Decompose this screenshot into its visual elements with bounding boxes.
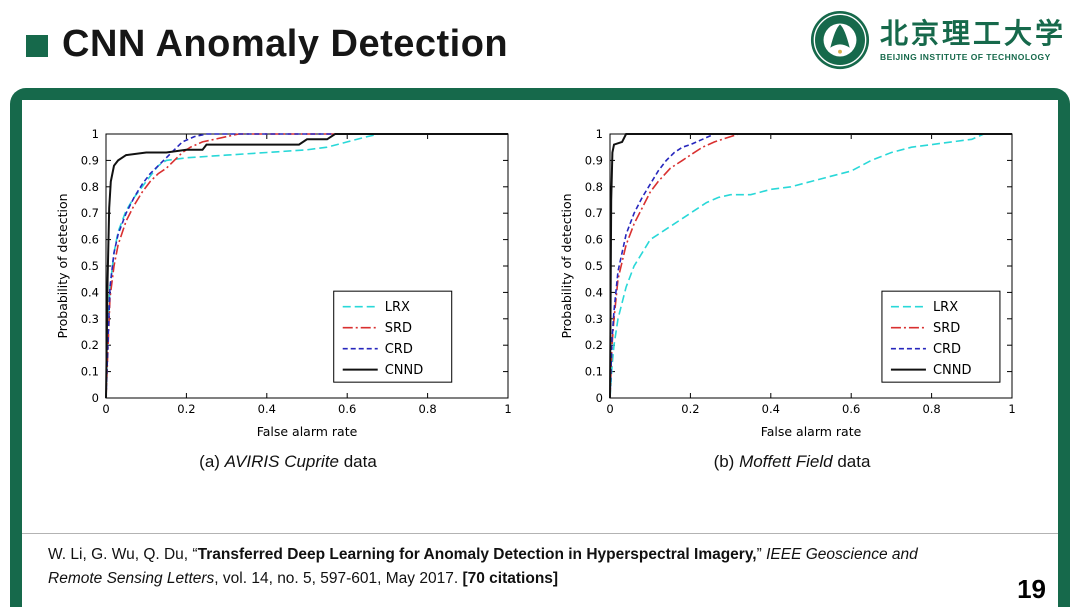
svg-text:0: 0 [606, 402, 613, 416]
series-srd [609, 133, 1012, 399]
citation: W. Li, G. Wu, Q. Du, “Transferred Deep L… [22, 532, 1058, 607]
slide-header: CNN Anomaly Detection 北京理工大学 BEIJING INS… [0, 0, 1080, 88]
svg-text:0.4: 0.4 [585, 285, 603, 299]
citation-authors: W. Li, G. Wu, Q. Du, [48, 545, 193, 563]
bit-logo-text: 北京理工大学 BEIJING INSTITUTE OF TECHNOLOGY [879, 16, 1066, 63]
chart-caption-a: (a) AVIRIS Cuprite data [199, 452, 377, 472]
bit-emblem-icon [810, 10, 870, 70]
svg-text:0.3: 0.3 [81, 312, 99, 326]
caption-b-suffix: data [832, 452, 871, 471]
citation-paper-title: Transferred Deep Learning for Anomaly De… [197, 545, 757, 563]
svg-text:0.7: 0.7 [585, 206, 603, 220]
chart-figure-a: 0 0.2 0.4 0.6 0.8 1 0 0.1 0.2 0.3 0.4 0.5 0.6 0.7 0.8 0… [54, 122, 522, 472]
y-axis-label: Probability of detection [559, 193, 574, 338]
chart-figure-b: 0 0.2 0.4 0.6 0.8 1 0 0.1 0.2 0.3 0.4 0.5 0.6 0.7 0.8 0… [558, 122, 1026, 472]
roc-chart-b: 0 0.2 0.4 0.6 0.8 1 0 0.1 0.2 0.3 0.4 0.5 0.6 0.7 0.8 0… [558, 122, 1026, 444]
y-axis-label: Probability of detection [55, 193, 70, 338]
svg-text:CNND: CNND [933, 363, 972, 378]
caption-b-prefix: (b) [713, 452, 740, 471]
caption-a-suffix: data [339, 452, 377, 471]
svg-text:SRD: SRD [385, 321, 412, 336]
svg-text:0.2: 0.2 [585, 338, 603, 352]
svg-text:1: 1 [92, 127, 99, 141]
roc-chart-a: 0 0.2 0.4 0.6 0.8 1 0 0.1 0.2 0.3 0.4 0.5 0.6 0.7 0.8 0… [54, 122, 522, 444]
svg-text:0.7: 0.7 [81, 206, 99, 220]
series-cnnd [609, 133, 1012, 399]
bit-logo-block: 北京理工大学 BEIJING INSTITUTE OF TECHNOLOGY [809, 9, 1066, 71]
caption-a-dataset: AVIRIS Cuprite [224, 452, 339, 471]
content-area: 0 0.2 0.4 0.6 0.8 1 0 0.1 0.2 0.3 0.4 0.5 0.6 0.7 0.8 0… [22, 100, 1058, 607]
svg-text:0.8: 0.8 [922, 402, 940, 416]
series-crd [105, 133, 508, 399]
title-bullet-icon [26, 35, 48, 57]
svg-text:0.2: 0.2 [681, 402, 699, 416]
svg-text:0.2: 0.2 [177, 402, 195, 416]
svg-text:0: 0 [596, 391, 603, 405]
page-title: CNN Anomaly Detection [62, 22, 509, 65]
caption-b-dataset: Moffett Field [739, 452, 833, 471]
svg-text:0.9: 0.9 [585, 153, 603, 167]
x-axis-label: False alarm rate [761, 424, 862, 439]
svg-text:0.2: 0.2 [81, 338, 99, 352]
svg-text:CNND: CNND [385, 363, 424, 378]
svg-text:0.1: 0.1 [585, 365, 603, 379]
svg-text:LRX: LRX [385, 300, 410, 315]
series-lrx [105, 133, 508, 399]
citation-count: [70 citations] [462, 569, 559, 587]
chart-caption-b: (b) Moffett Field data [714, 452, 871, 472]
logo-english-name: BEIJING INSTITUTE OF TECHNOLOGY [879, 52, 1051, 63]
svg-text:0.5: 0.5 [81, 259, 99, 273]
svg-text:0.5: 0.5 [585, 259, 603, 273]
svg-text:SRD: SRD [933, 321, 960, 336]
content-frame: 0 0.2 0.4 0.6 0.8 1 0 0.1 0.2 0.3 0.4 0.5 0.6 0.7 0.8 0… [10, 88, 1070, 607]
caption-a-prefix: (a) [199, 452, 225, 471]
series-lrx [609, 133, 1012, 399]
svg-text:0.6: 0.6 [338, 402, 356, 416]
svg-text:LRX: LRX [933, 300, 958, 315]
svg-text:0.3: 0.3 [585, 312, 603, 326]
svg-text:0.8: 0.8 [585, 180, 603, 194]
svg-text:0: 0 [92, 391, 99, 405]
svg-text:CRD: CRD [933, 342, 961, 357]
page-number: 19 [1011, 574, 1046, 605]
legend-b: LRX SRD CRD CNND [881, 290, 1001, 383]
svg-text:1: 1 [596, 127, 603, 141]
legend-a: LRX SRD CRD CNND [333, 290, 453, 383]
svg-text:0.4: 0.4 [81, 285, 99, 299]
svg-text:0.6: 0.6 [81, 233, 99, 247]
x-axis-label: False alarm rate [257, 424, 358, 439]
citation-journal: IEEE Geoscience and Remote Sensing Lette… [48, 545, 918, 587]
series-cnnd [105, 133, 508, 399]
roc-plot-b: 0 0.2 0.4 0.6 0.8 1 0 0.1 0.2 0.3 0.4 0.5 0.6 0.7 0.8 0… [559, 127, 1016, 439]
svg-text:0.6: 0.6 [585, 233, 603, 247]
series-srd [105, 133, 508, 399]
series-crd [609, 133, 1012, 399]
citation-open-quote: “ [192, 545, 198, 563]
svg-text:0.9: 0.9 [81, 153, 99, 167]
logo-chinese-name: 北京理工大学 [879, 16, 1066, 50]
svg-text:0.8: 0.8 [81, 180, 99, 194]
citation-tail: , vol. 14, no. 5, 597-601, May 2017. [214, 569, 463, 587]
svg-text:1: 1 [504, 402, 511, 416]
svg-text:0.4: 0.4 [762, 402, 780, 416]
svg-text:0.4: 0.4 [258, 402, 276, 416]
roc-plot-a: 0 0.2 0.4 0.6 0.8 1 0 0.1 0.2 0.3 0.4 0.5 0.6 0.7 0.8 0… [55, 127, 512, 439]
svg-text:0.8: 0.8 [418, 402, 436, 416]
citation-close-quote: ” [756, 545, 767, 563]
svg-text:0.1: 0.1 [81, 365, 99, 379]
svg-text:CRD: CRD [385, 342, 413, 357]
svg-text:0: 0 [102, 402, 109, 416]
charts-row: 0 0.2 0.4 0.6 0.8 1 0 0.1 0.2 0.3 0.4 0.5 0.6 0.7 0.8 0… [22, 100, 1058, 472]
svg-text:0.6: 0.6 [842, 402, 860, 416]
svg-text:1: 1 [1008, 402, 1015, 416]
